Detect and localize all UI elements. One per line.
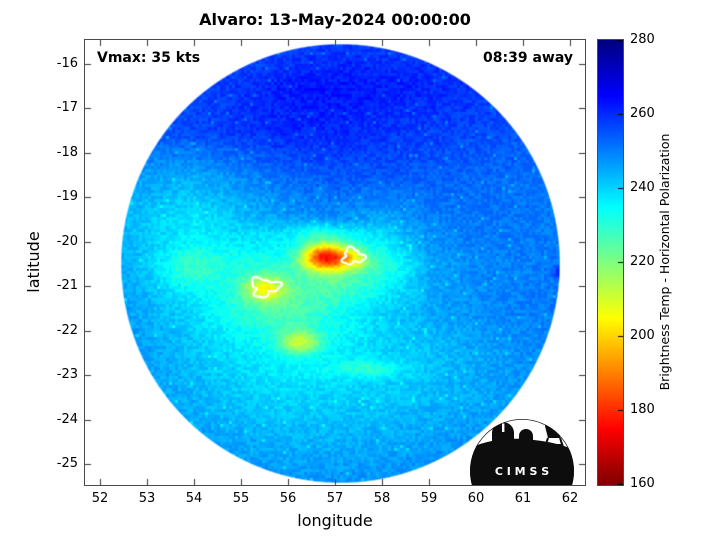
- y-tick-label: -17: [56, 100, 78, 116]
- cimss-small-dome-base: [519, 436, 533, 443]
- x-tick-label: 54: [185, 491, 203, 506]
- cimss-logo: C I M S S: [470, 419, 574, 485]
- y-tick-label: -19: [56, 189, 78, 205]
- y-tick-label: -20: [56, 233, 78, 249]
- x-tick-label: 56: [279, 491, 297, 506]
- y-tick-label: -22: [56, 322, 78, 338]
- cimss-water-tower-legs: [543, 437, 565, 451]
- colorbar: [597, 39, 624, 486]
- y-tick-label: -18: [56, 144, 78, 160]
- colorbar-tick-label: 280: [630, 32, 655, 47]
- swath-heatmap: [85, 40, 585, 485]
- x-tick-label: 53: [138, 491, 156, 506]
- colorbar-tick-label: 160: [630, 476, 655, 491]
- time-away-annotation: 08:39 away: [483, 50, 573, 66]
- cimss-dome-slit: [502, 423, 505, 432]
- cimss-observatory-base: [492, 432, 514, 442]
- y-tick-label: -16: [56, 56, 78, 71]
- cimss-water-tower-tank: [545, 426, 563, 438]
- cimss-logo-hill: [470, 438, 574, 485]
- y-axis-label: latitude: [24, 231, 43, 293]
- colorbar-tick-label: 240: [630, 180, 655, 195]
- y-tick-label: -24: [56, 411, 78, 427]
- cimss-logo-text: C I M S S: [495, 465, 549, 478]
- x-tick-label: 61: [514, 491, 532, 506]
- colorbar-tick-label: 220: [630, 254, 655, 269]
- y-tick-label: -21: [56, 278, 78, 294]
- x-tick-label: 59: [420, 491, 438, 506]
- plot-title: Alvaro: 13-May-2024 00:00:00: [199, 10, 471, 29]
- y-tick-label: -23: [56, 367, 78, 383]
- x-tick-label: 55: [232, 491, 250, 506]
- y-tick-label: -25: [56, 455, 78, 471]
- colorbar-tick-label: 260: [630, 106, 655, 121]
- cimss-water-tower-cap: [545, 420, 563, 427]
- x-tick-label: 62: [561, 491, 579, 506]
- x-axis-label: longitude: [297, 511, 373, 530]
- vmax-annotation: Vmax: 35 kts: [97, 50, 201, 66]
- colorbar-label: Brightness Temp - Horizontal Polarizatio…: [657, 133, 672, 391]
- x-tick-label: 52: [91, 491, 109, 506]
- x-tick-label: 58: [373, 491, 391, 506]
- colorbar-tick-label: 200: [630, 328, 655, 343]
- cimss-small-dome: [519, 429, 533, 436]
- colorbar-tick-label: 180: [630, 402, 655, 417]
- x-tick-label: 57: [326, 491, 344, 506]
- x-tick-label: 60: [467, 491, 485, 506]
